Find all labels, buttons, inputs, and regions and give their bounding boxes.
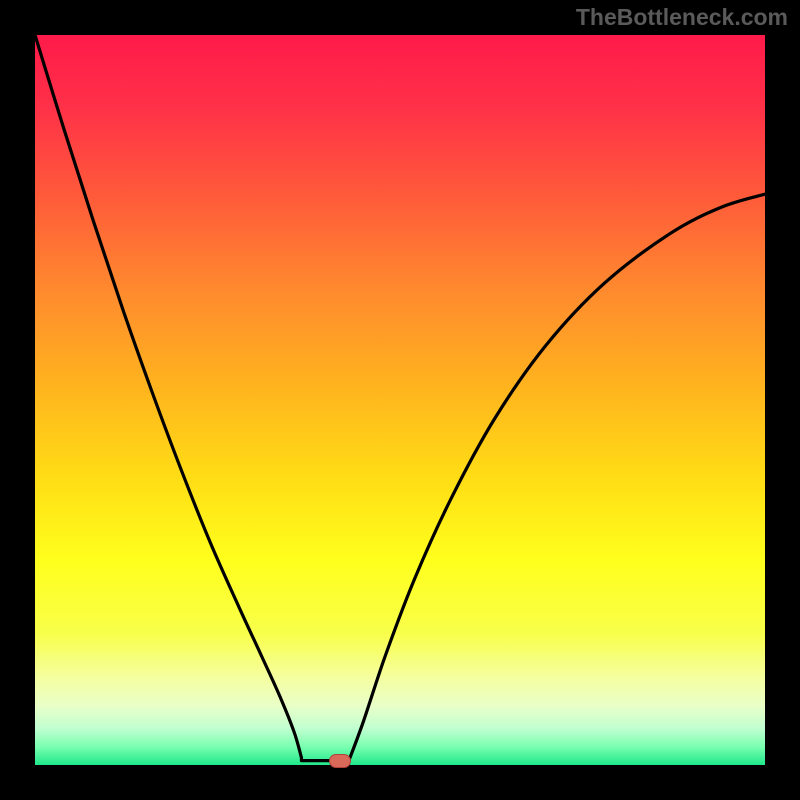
plot-area — [35, 35, 765, 765]
watermark-text: TheBottleneck.com — [576, 4, 788, 31]
curve-svg — [35, 35, 765, 765]
curve-minimum-marker — [329, 754, 351, 768]
bottleneck-curve — [35, 35, 765, 761]
